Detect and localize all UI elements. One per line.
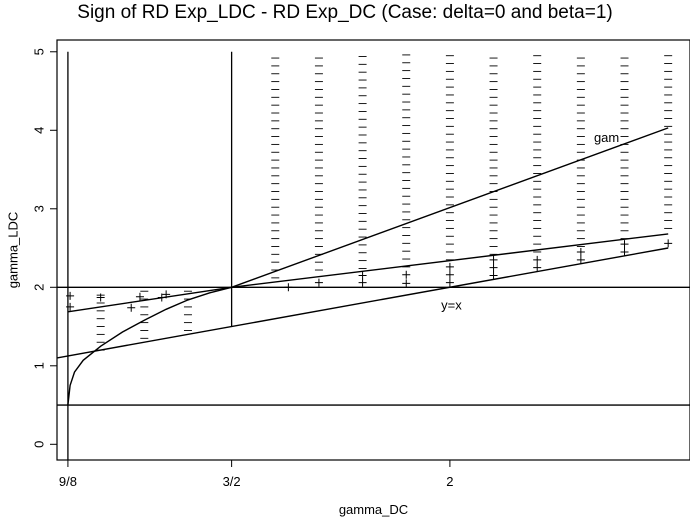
plus-marker bbox=[66, 302, 75, 311]
y-tick-label: 1 bbox=[31, 362, 46, 369]
plus-marker bbox=[576, 247, 585, 256]
plus-marker bbox=[445, 262, 454, 271]
x-tick-label: 9/8 bbox=[59, 474, 77, 489]
plus-marker bbox=[533, 255, 542, 264]
plus-marker bbox=[576, 255, 585, 264]
plus-marker bbox=[135, 292, 144, 301]
y-tick-label: 4 bbox=[31, 127, 46, 134]
plus-marker bbox=[489, 263, 498, 272]
plus-marker bbox=[358, 271, 367, 280]
curve-line bbox=[67, 286, 232, 406]
plus-marker bbox=[402, 270, 411, 279]
plus-marker bbox=[489, 271, 498, 280]
y-tick-label: 3 bbox=[31, 205, 46, 212]
plus-marker bbox=[664, 239, 673, 248]
plot-frame bbox=[56, 39, 690, 461]
x-axis-label: gamma_DC bbox=[339, 502, 408, 517]
plus-marker bbox=[127, 303, 136, 312]
curve-line bbox=[231, 127, 669, 288]
x-tick-label: 2 bbox=[446, 474, 453, 489]
plus-marker bbox=[533, 263, 542, 272]
y-tick-label: 5 bbox=[31, 48, 46, 55]
plus-marker bbox=[620, 247, 629, 256]
plus-marker bbox=[157, 293, 166, 302]
plus-marker bbox=[284, 283, 293, 292]
plus-marker bbox=[162, 290, 171, 299]
plus-marker bbox=[96, 293, 105, 302]
plus-marker bbox=[445, 278, 454, 287]
plus-marker bbox=[314, 278, 323, 287]
y-tick-label: 2 bbox=[31, 284, 46, 291]
curve-label: gam bbox=[594, 130, 619, 145]
plus-marker bbox=[620, 240, 629, 249]
curve-line bbox=[57, 247, 669, 359]
plus-marker bbox=[489, 255, 498, 264]
y-axis-label: gamma_LDC bbox=[5, 212, 20, 289]
curve-label: y=x bbox=[441, 297, 462, 312]
plus-marker bbox=[402, 279, 411, 288]
plus-marker bbox=[66, 291, 75, 300]
curve-line bbox=[67, 233, 669, 313]
chart-title: Sign of RD Exp_LDC - RD Exp_DC (Case: de… bbox=[77, 2, 613, 23]
plus-marker bbox=[445, 270, 454, 279]
plus-marker bbox=[358, 278, 367, 287]
x-tick-label: 3/2 bbox=[223, 474, 241, 489]
y-tick-label: 0 bbox=[31, 441, 46, 448]
